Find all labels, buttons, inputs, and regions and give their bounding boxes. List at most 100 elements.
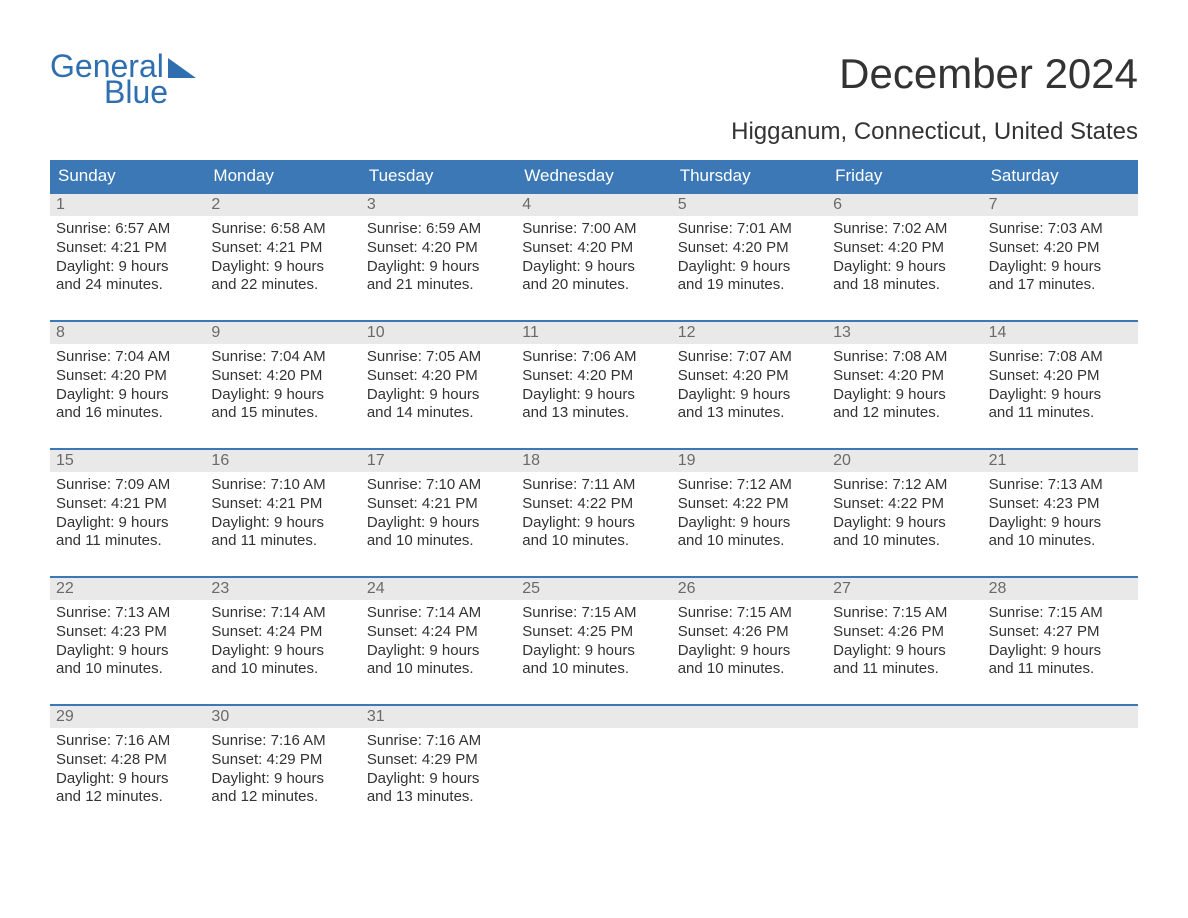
day-body: Sunrise: 7:16 AMSunset: 4:29 PMDaylight:… <box>205 728 360 807</box>
daylight-text: Daylight: 9 hours and 10 minutes. <box>56 642 199 680</box>
day-body: Sunrise: 7:06 AMSunset: 4:20 PMDaylight:… <box>516 344 671 423</box>
day-number: 17 <box>361 450 516 472</box>
day-cell: 2Sunrise: 6:58 AMSunset: 4:21 PMDaylight… <box>205 192 360 320</box>
day-cell: 7Sunrise: 7:03 AMSunset: 4:20 PMDaylight… <box>983 192 1138 320</box>
sunset-text: Sunset: 4:20 PM <box>989 367 1132 386</box>
daylight-text: Daylight: 9 hours and 10 minutes. <box>367 642 510 680</box>
day-number: 5 <box>672 194 827 216</box>
sunset-text: Sunset: 4:23 PM <box>989 495 1132 514</box>
day-number <box>983 706 1138 728</box>
daylight-text: Daylight: 9 hours and 11 minutes. <box>211 514 354 552</box>
sunset-text: Sunset: 4:22 PM <box>833 495 976 514</box>
day-body: Sunrise: 7:12 AMSunset: 4:22 PMDaylight:… <box>672 472 827 551</box>
day-body: Sunrise: 7:15 AMSunset: 4:26 PMDaylight:… <box>672 600 827 679</box>
daylight-text: Daylight: 9 hours and 12 minutes. <box>833 386 976 424</box>
day-body: Sunrise: 7:03 AMSunset: 4:20 PMDaylight:… <box>983 216 1138 295</box>
sunset-text: Sunset: 4:21 PM <box>367 495 510 514</box>
day-body: Sunrise: 7:13 AMSunset: 4:23 PMDaylight:… <box>50 600 205 679</box>
day-cell <box>983 704 1138 832</box>
day-cell: 15Sunrise: 7:09 AMSunset: 4:21 PMDayligh… <box>50 448 205 576</box>
day-number: 7 <box>983 194 1138 216</box>
sunset-text: Sunset: 4:25 PM <box>522 623 665 642</box>
sunset-text: Sunset: 4:21 PM <box>56 495 199 514</box>
sunrise-text: Sunrise: 7:12 AM <box>833 476 976 495</box>
day-number: 9 <box>205 322 360 344</box>
day-cell: 1Sunrise: 6:57 AMSunset: 4:21 PMDaylight… <box>50 192 205 320</box>
header-row: General Blue December 2024 <box>50 50 1138 108</box>
dow-header: Friday <box>827 160 982 192</box>
dow-header: Saturday <box>983 160 1138 192</box>
day-number: 19 <box>672 450 827 472</box>
sunrise-text: Sunrise: 7:08 AM <box>989 348 1132 367</box>
sunrise-text: Sunrise: 7:02 AM <box>833 220 976 239</box>
day-cell: 28Sunrise: 7:15 AMSunset: 4:27 PMDayligh… <box>983 576 1138 704</box>
sunrise-text: Sunrise: 7:06 AM <box>522 348 665 367</box>
daylight-text: Daylight: 9 hours and 18 minutes. <box>833 258 976 296</box>
sunset-text: Sunset: 4:20 PM <box>522 367 665 386</box>
day-body: Sunrise: 6:57 AMSunset: 4:21 PMDaylight:… <box>50 216 205 295</box>
day-cell: 31Sunrise: 7:16 AMSunset: 4:29 PMDayligh… <box>361 704 516 832</box>
sunrise-text: Sunrise: 7:14 AM <box>211 604 354 623</box>
day-cell: 22Sunrise: 7:13 AMSunset: 4:23 PMDayligh… <box>50 576 205 704</box>
day-body: Sunrise: 7:07 AMSunset: 4:20 PMDaylight:… <box>672 344 827 423</box>
day-cell: 12Sunrise: 7:07 AMSunset: 4:20 PMDayligh… <box>672 320 827 448</box>
daylight-text: Daylight: 9 hours and 16 minutes. <box>56 386 199 424</box>
sunset-text: Sunset: 4:23 PM <box>56 623 199 642</box>
day-number <box>827 706 982 728</box>
sunset-text: Sunset: 4:26 PM <box>833 623 976 642</box>
sunset-text: Sunset: 4:22 PM <box>678 495 821 514</box>
day-body: Sunrise: 7:12 AMSunset: 4:22 PMDaylight:… <box>827 472 982 551</box>
day-body: Sunrise: 7:10 AMSunset: 4:21 PMDaylight:… <box>361 472 516 551</box>
sunrise-text: Sunrise: 7:07 AM <box>678 348 821 367</box>
day-cell: 30Sunrise: 7:16 AMSunset: 4:29 PMDayligh… <box>205 704 360 832</box>
day-body: Sunrise: 7:15 AMSunset: 4:27 PMDaylight:… <box>983 600 1138 679</box>
day-cell: 13Sunrise: 7:08 AMSunset: 4:20 PMDayligh… <box>827 320 982 448</box>
day-body: Sunrise: 7:15 AMSunset: 4:25 PMDaylight:… <box>516 600 671 679</box>
day-number: 21 <box>983 450 1138 472</box>
daylight-text: Daylight: 9 hours and 15 minutes. <box>211 386 354 424</box>
day-number: 1 <box>50 194 205 216</box>
logo-word-blue: Blue <box>104 76 196 108</box>
day-body: Sunrise: 7:02 AMSunset: 4:20 PMDaylight:… <box>827 216 982 295</box>
day-number: 22 <box>50 578 205 600</box>
day-body: Sunrise: 7:08 AMSunset: 4:20 PMDaylight:… <box>983 344 1138 423</box>
dow-header: Thursday <box>672 160 827 192</box>
daylight-text: Daylight: 9 hours and 11 minutes. <box>989 386 1132 424</box>
daylight-text: Daylight: 9 hours and 10 minutes. <box>211 642 354 680</box>
day-body: Sunrise: 7:13 AMSunset: 4:23 PMDaylight:… <box>983 472 1138 551</box>
sunset-text: Sunset: 4:29 PM <box>367 751 510 770</box>
dow-header: Wednesday <box>516 160 671 192</box>
sunset-text: Sunset: 4:20 PM <box>56 367 199 386</box>
sunset-text: Sunset: 4:27 PM <box>989 623 1132 642</box>
sunset-text: Sunset: 4:20 PM <box>211 367 354 386</box>
sunset-text: Sunset: 4:22 PM <box>522 495 665 514</box>
sunrise-text: Sunrise: 7:15 AM <box>989 604 1132 623</box>
day-body: Sunrise: 6:59 AMSunset: 4:20 PMDaylight:… <box>361 216 516 295</box>
day-number: 2 <box>205 194 360 216</box>
sunrise-text: Sunrise: 7:08 AM <box>833 348 976 367</box>
daylight-text: Daylight: 9 hours and 13 minutes. <box>678 386 821 424</box>
sunrise-text: Sunrise: 7:15 AM <box>833 604 976 623</box>
location-text: Higganum, Connecticut, United States <box>50 118 1138 146</box>
day-cell: 27Sunrise: 7:15 AMSunset: 4:26 PMDayligh… <box>827 576 982 704</box>
daylight-text: Daylight: 9 hours and 10 minutes. <box>678 642 821 680</box>
day-number: 29 <box>50 706 205 728</box>
sunrise-text: Sunrise: 7:10 AM <box>367 476 510 495</box>
day-cell: 26Sunrise: 7:15 AMSunset: 4:26 PMDayligh… <box>672 576 827 704</box>
logo: General Blue <box>50 50 196 108</box>
day-number: 20 <box>827 450 982 472</box>
day-number: 24 <box>361 578 516 600</box>
day-body: Sunrise: 7:14 AMSunset: 4:24 PMDaylight:… <box>205 600 360 679</box>
sunrise-text: Sunrise: 7:01 AM <box>678 220 821 239</box>
day-cell: 29Sunrise: 7:16 AMSunset: 4:28 PMDayligh… <box>50 704 205 832</box>
sunrise-text: Sunrise: 7:00 AM <box>522 220 665 239</box>
sunrise-text: Sunrise: 7:14 AM <box>367 604 510 623</box>
sunrise-text: Sunrise: 7:09 AM <box>56 476 199 495</box>
day-body: Sunrise: 7:15 AMSunset: 4:26 PMDaylight:… <box>827 600 982 679</box>
logo-sail-icon <box>168 58 196 78</box>
day-cell: 3Sunrise: 6:59 AMSunset: 4:20 PMDaylight… <box>361 192 516 320</box>
sunset-text: Sunset: 4:20 PM <box>367 367 510 386</box>
day-number: 13 <box>827 322 982 344</box>
day-number: 4 <box>516 194 671 216</box>
day-number: 14 <box>983 322 1138 344</box>
